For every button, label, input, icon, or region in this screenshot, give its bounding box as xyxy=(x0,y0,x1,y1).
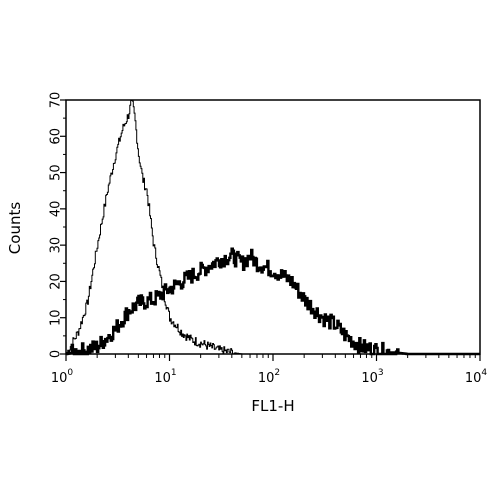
x-axis: 100 101 102 103 104 xyxy=(51,354,488,386)
x-tick-exponent: 0 xyxy=(67,368,73,378)
x-tick-label: 100 xyxy=(51,368,74,386)
plot-area xyxy=(65,99,481,355)
y-tick-label: 60 xyxy=(49,128,64,145)
y-axis-label: Counts xyxy=(6,202,24,255)
x-tick-base: 10 xyxy=(51,371,68,386)
y-tick-label: 20 xyxy=(49,273,64,290)
x-tick-base: 10 xyxy=(154,371,171,386)
plot-frame xyxy=(65,99,481,355)
x-tick-label: 103 xyxy=(361,368,383,386)
x-tick-base: 10 xyxy=(361,371,378,386)
y-tick-label: 40 xyxy=(49,201,64,218)
y-axis: 0 10 20 30 40 50 60 70 xyxy=(49,92,66,358)
y-tick-label: 10 xyxy=(49,309,64,326)
x-tick-exponent: 2 xyxy=(274,368,280,378)
x-tick-base: 10 xyxy=(465,371,482,386)
x-tick-label: 104 xyxy=(465,368,488,386)
x-tick-exponent: 1 xyxy=(171,368,177,378)
series-thick-histogram xyxy=(66,247,480,356)
series-thin-histogram xyxy=(66,99,377,355)
x-tick-label: 102 xyxy=(258,368,280,386)
x-tick-label: 101 xyxy=(154,368,176,386)
x-tick-exponent: 4 xyxy=(481,368,487,378)
x-axis-label: FL1-H xyxy=(251,397,294,415)
x-tick-base: 10 xyxy=(258,371,275,386)
y-tick-label: 70 xyxy=(49,92,64,109)
y-tick-label: 50 xyxy=(49,164,64,181)
y-tick-label: 0 xyxy=(49,350,64,358)
x-tick-exponent: 3 xyxy=(378,368,384,378)
y-tick-label: 30 xyxy=(49,237,64,254)
series-layer xyxy=(66,99,480,356)
